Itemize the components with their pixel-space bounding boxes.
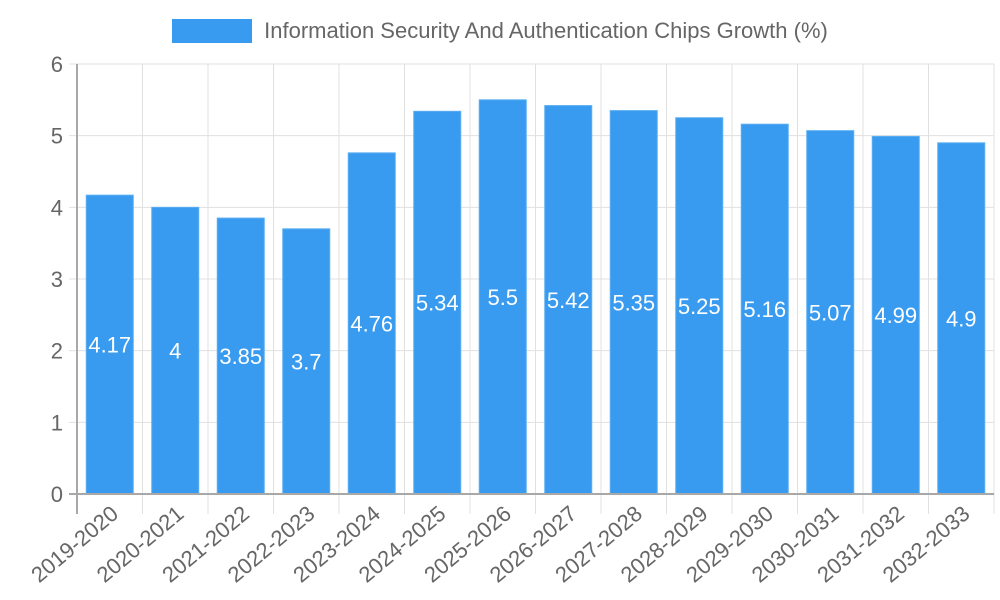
bar[interactable] [151, 206, 200, 495]
bar-value-label: 5.25 [678, 294, 721, 319]
bar-value-label: 4.76 [350, 311, 393, 336]
bar-value-label: 5.16 [743, 297, 786, 322]
y-tick-label: 2 [51, 339, 63, 364]
x-axis-ticks: 2019-20202020-20212021-20222022-20232023… [26, 501, 974, 588]
bar-value-label: 5.5 [487, 285, 518, 310]
bar[interactable] [871, 135, 920, 495]
y-tick-label: 1 [51, 410, 63, 435]
bars [85, 99, 986, 495]
bar[interactable] [609, 110, 658, 495]
bar[interactable] [347, 152, 396, 495]
chart-legend[interactable]: Information Security And Authentication … [0, 18, 1000, 44]
legend-swatch [172, 19, 253, 43]
y-axis-ticks: 0 1 2 3 4 5 6 [51, 52, 63, 507]
bar-value-label: 4.99 [874, 303, 917, 328]
bar[interactable] [85, 194, 134, 495]
y-tick-label: 5 [51, 124, 63, 149]
bar-value-label: 5.34 [416, 291, 459, 316]
bar-value-label: 4.17 [88, 333, 131, 358]
bar-value-label: 4.9 [946, 306, 977, 331]
bar-value-label: 4 [169, 339, 181, 364]
y-tick-label: 6 [51, 52, 63, 77]
axes [69, 64, 994, 514]
value-labels: 4.17 4 3.85 3.7 4.76 5.34 5.5 5.42 5.35 5.25 5.16 5… [88, 285, 976, 375]
bar[interactable] [478, 99, 527, 495]
y-tick-label: 3 [51, 267, 63, 292]
legend-label: Information Security And Authentication … [264, 18, 828, 43]
bar-value-label: 3.85 [219, 344, 262, 369]
bar-value-label: 5.07 [809, 300, 852, 325]
bar[interactable] [282, 228, 331, 495]
bar[interactable] [544, 105, 593, 495]
y-tick-label: 0 [51, 482, 63, 507]
y-tick-label: 4 [51, 195, 63, 220]
bar[interactable] [413, 110, 462, 495]
grid-lines [69, 63, 995, 514]
bar[interactable] [216, 217, 265, 495]
bar-value-label: 5.35 [612, 290, 655, 315]
bar-value-label: 5.42 [547, 288, 590, 313]
bar-value-label: 3.7 [291, 349, 322, 374]
bar[interactable] [806, 130, 855, 495]
